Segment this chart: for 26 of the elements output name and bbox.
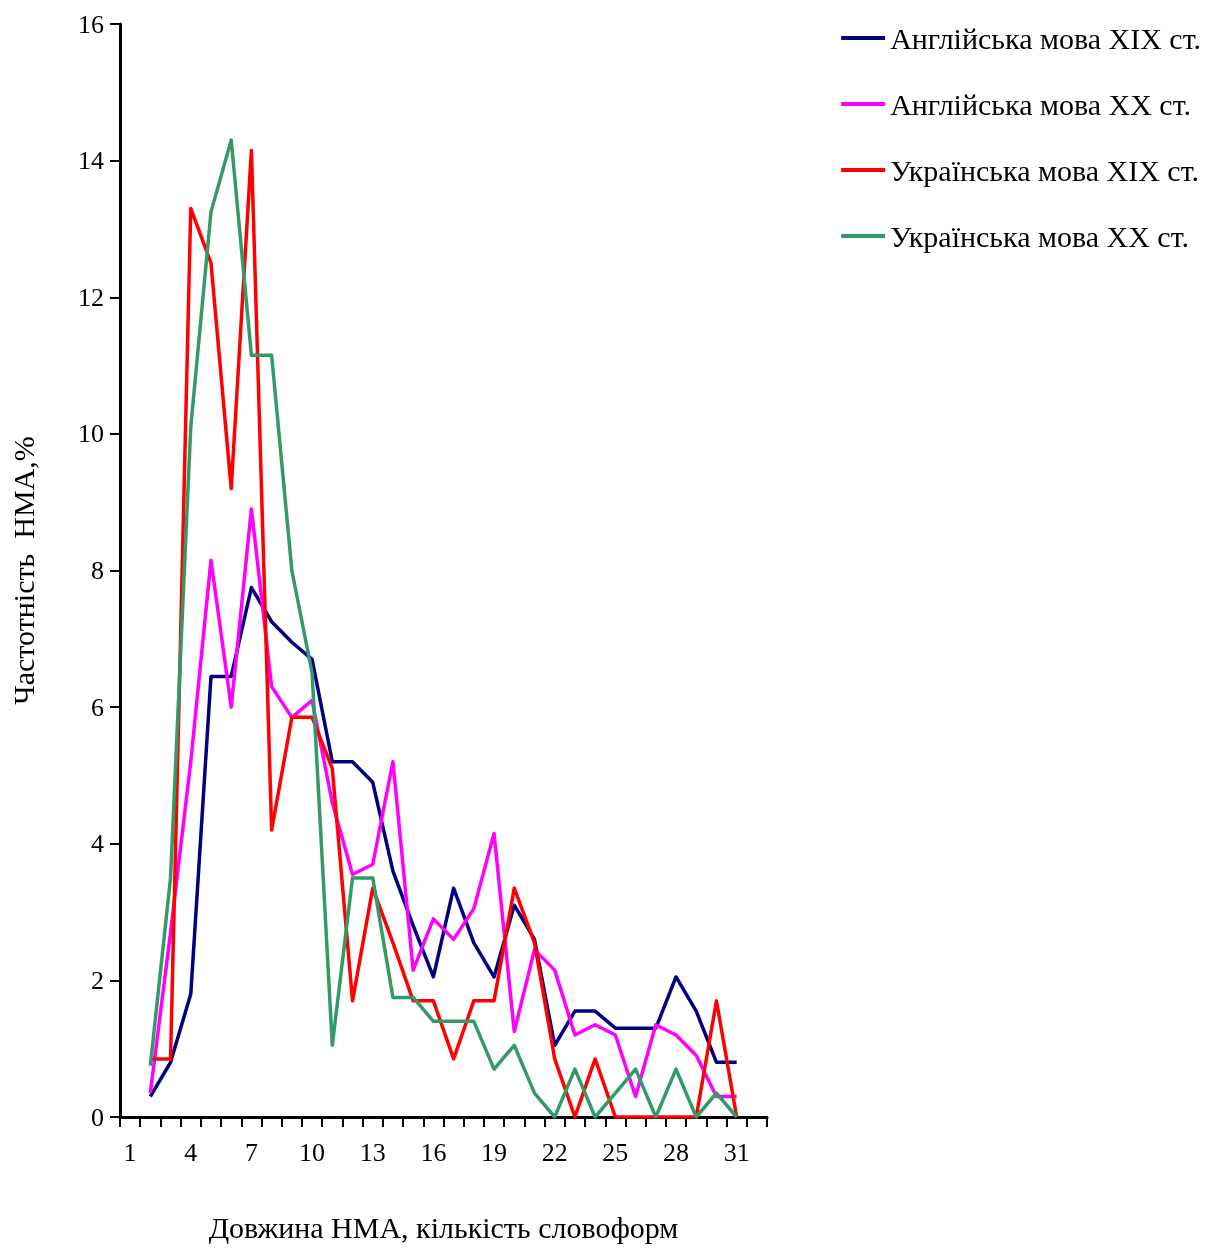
y-tick-label: 2 <box>91 965 104 995</box>
y-tick-label: 12 <box>78 282 104 312</box>
x-tick-label: 1 <box>123 1137 137 1167</box>
y-tick-label: 8 <box>91 556 104 585</box>
x-tick-label: 7 <box>244 1137 258 1167</box>
x-tick-label: 22 <box>541 1137 568 1167</box>
y-tick-label: 10 <box>78 419 104 449</box>
x-tick-label: 28 <box>663 1137 690 1167</box>
y-tick-label: 14 <box>78 146 104 176</box>
y-tick-label: 0 <box>91 1102 104 1132</box>
x-tick-label: 4 <box>184 1137 198 1167</box>
legend-label: Англійська мова XX ст. <box>890 87 1192 121</box>
x-tick-label: 16 <box>420 1137 447 1167</box>
x-tick-label: 25 <box>602 1137 629 1167</box>
legend-label: Українська мова XX ст. <box>890 219 1190 253</box>
y-tick-label: 16 <box>78 9 104 39</box>
legend-label: Англійська мова XIX ст. <box>890 21 1201 55</box>
x-tick-label: 13 <box>359 1137 386 1167</box>
legend-label: Українська мова XIX ст. <box>890 153 1200 187</box>
y-tick-label: 6 <box>91 692 104 722</box>
x-tick-label: 31 <box>723 1137 750 1167</box>
y-axis-title: Частотність НМА,% <box>6 436 40 705</box>
y-tick-label: 4 <box>91 829 104 859</box>
x-tick-label: 10 <box>299 1137 326 1167</box>
x-tick-label: 19 <box>481 1137 508 1167</box>
x-axis-title: Довжина НМА, кількість словоформ <box>208 1210 679 1244</box>
